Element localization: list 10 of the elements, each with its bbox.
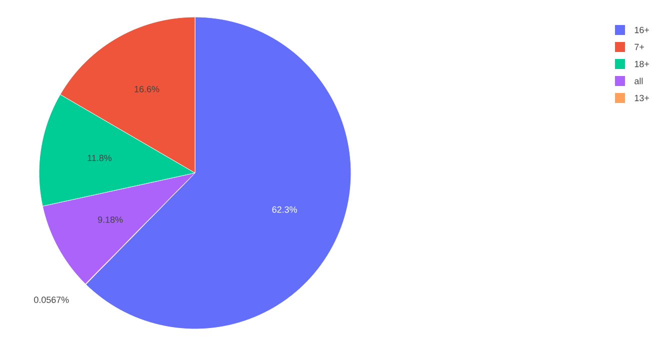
legend-label: 16+ bbox=[634, 26, 649, 34]
data-label: 9.18% bbox=[98, 216, 123, 223]
data-label: 11.8% bbox=[88, 154, 112, 162]
legend-label: 13+ bbox=[634, 94, 649, 102]
data-label: 16.6% bbox=[134, 86, 160, 92]
legend-label: all bbox=[634, 78, 643, 84]
data-label: 0.0567% bbox=[34, 296, 69, 303]
legend-label: 7+ bbox=[634, 44, 644, 50]
data-label: 62.3% bbox=[272, 206, 297, 213]
legend-label: 18+ bbox=[634, 60, 649, 68]
